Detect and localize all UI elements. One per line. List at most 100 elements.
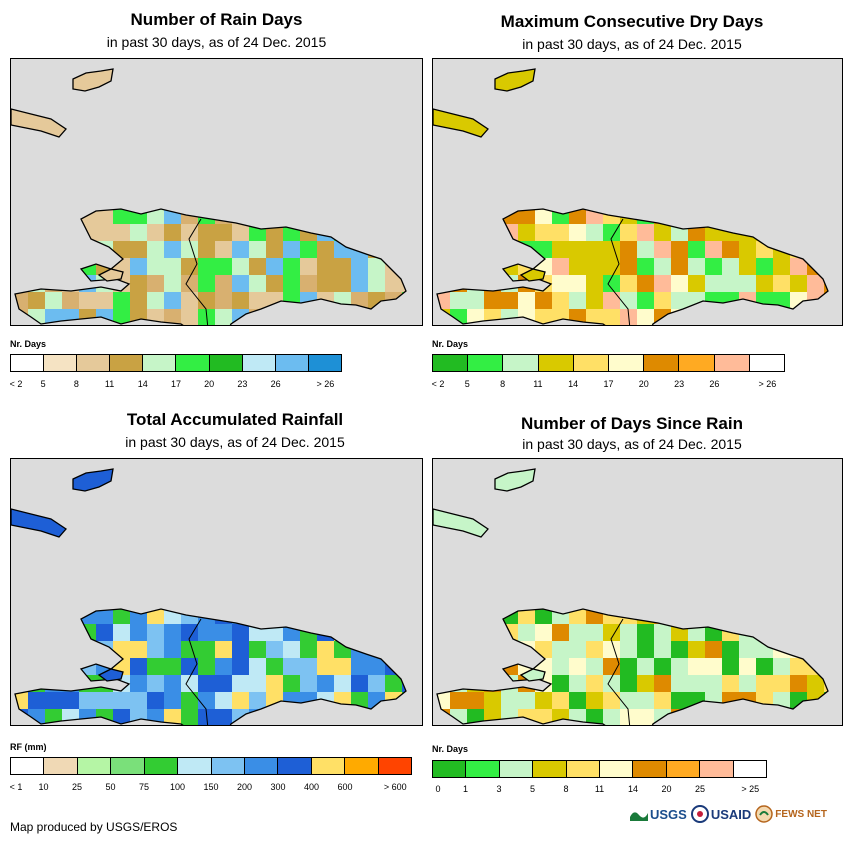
- grid-cell: [96, 209, 113, 224]
- grid-cell: [249, 139, 266, 156]
- grid-cell: [705, 658, 722, 675]
- grid-cell: [419, 590, 422, 607]
- grid-cell: [198, 173, 215, 190]
- grid-cell: [773, 556, 790, 573]
- grid-cell: [437, 309, 450, 325]
- grid-cell: [705, 590, 722, 607]
- grid-cell: [15, 275, 28, 292]
- grid-cell: [130, 156, 147, 173]
- grid-cell: [232, 590, 249, 607]
- grid-cell: [130, 624, 147, 641]
- grid-cell: [62, 156, 79, 173]
- legend-label: 17: [603, 379, 614, 389]
- panel-3-legend-title: RF (mm): [10, 742, 47, 752]
- grid-cell: [637, 292, 654, 309]
- grid-cell: [147, 609, 164, 624]
- grid-cell: [198, 658, 215, 675]
- grid-cell: [841, 241, 842, 258]
- grid-cell: [232, 609, 249, 624]
- grid-cell: [654, 139, 671, 156]
- grid-cell: [654, 641, 671, 658]
- legend-swatch: [275, 355, 309, 371]
- grid-cell: [824, 241, 828, 258]
- grid-cell: [654, 590, 671, 607]
- grid-cell: [688, 658, 705, 675]
- grid-cell: [807, 624, 824, 641]
- grid-cell: [130, 139, 147, 156]
- grid-cell: [300, 241, 317, 258]
- grid-cell: [722, 590, 739, 607]
- grid-cell: [518, 209, 535, 224]
- grid-cell: [824, 609, 828, 624]
- grid-cell: [569, 292, 586, 309]
- grid-cell: [130, 292, 147, 309]
- grid-cell: [705, 173, 722, 190]
- grid-cell: [807, 258, 824, 275]
- grid-cell: [215, 258, 232, 275]
- grid-cell: [113, 139, 130, 156]
- panel-2-map: [432, 58, 843, 326]
- grid-cell: [501, 709, 518, 725]
- grid-cell: [385, 173, 402, 190]
- grid-cell: [773, 573, 790, 590]
- grid-cell: [450, 173, 467, 190]
- grid-cell: [368, 309, 385, 325]
- grid-cell: [130, 173, 147, 190]
- grid-cell: [739, 241, 756, 258]
- grid-cell: [756, 624, 773, 641]
- grid-cell: [450, 573, 467, 590]
- grid-cell: [96, 292, 113, 309]
- grid-cell: [181, 641, 198, 658]
- grid-cell: [351, 209, 368, 224]
- grid-cell: [518, 173, 535, 190]
- grid-cell: [266, 709, 283, 725]
- grid-cell: [705, 309, 722, 325]
- grid-cell: [450, 556, 467, 573]
- grid-cell: [739, 573, 756, 590]
- panel-4-legend-labels: 0 1 3 5 8 11 14 20 25 > 25: [432, 784, 767, 796]
- grid-cell: [15, 292, 28, 309]
- grid-cell: [586, 609, 603, 624]
- grid-cell: [535, 224, 552, 241]
- grid-cell: [484, 139, 501, 156]
- grid-cell: [773, 275, 790, 292]
- grid-cell: [501, 292, 518, 309]
- legend-label: 5: [464, 379, 470, 389]
- grid-cell: [450, 609, 467, 624]
- legend-swatch: [700, 761, 734, 777]
- grid-cell: [334, 258, 351, 275]
- grid-cell: [739, 539, 756, 556]
- legend-swatch: [111, 758, 145, 774]
- grid-cell: [283, 675, 300, 692]
- grid-cell: [147, 590, 164, 607]
- grid-cell: [198, 573, 215, 590]
- grid-cell: [603, 539, 620, 556]
- grid-cell: [450, 258, 467, 275]
- grid-cell: [739, 190, 756, 207]
- grid-cell: [11, 190, 28, 207]
- grid-cell: [368, 624, 385, 641]
- grid-cell: [181, 139, 198, 156]
- grid-cell: [181, 692, 198, 709]
- grid-cell: [620, 241, 637, 258]
- grid-cell: [79, 309, 96, 325]
- grid-cell: [402, 675, 406, 692]
- grid-cell: [688, 209, 705, 224]
- grid-cell: [62, 224, 79, 241]
- coastline: [14, 608, 407, 725]
- grid-cell: [586, 156, 603, 173]
- grid-cell: [603, 590, 620, 607]
- grid-cell: [283, 139, 300, 156]
- grid-cell: [841, 573, 842, 590]
- panel-4-legend-title: Nr. Days: [432, 744, 469, 754]
- panel-3-title: Total Accumulated Rainfall: [126, 410, 344, 429]
- grid-cell: [113, 624, 130, 641]
- legend-label: 5: [40, 379, 46, 389]
- grid-cell: [756, 609, 773, 624]
- grid-cell: [603, 641, 620, 658]
- coastline: [14, 208, 407, 325]
- grid-cell: [637, 692, 654, 709]
- grid-cell: [334, 309, 351, 325]
- grid-cell: [181, 709, 198, 725]
- grid-cell: [722, 641, 739, 658]
